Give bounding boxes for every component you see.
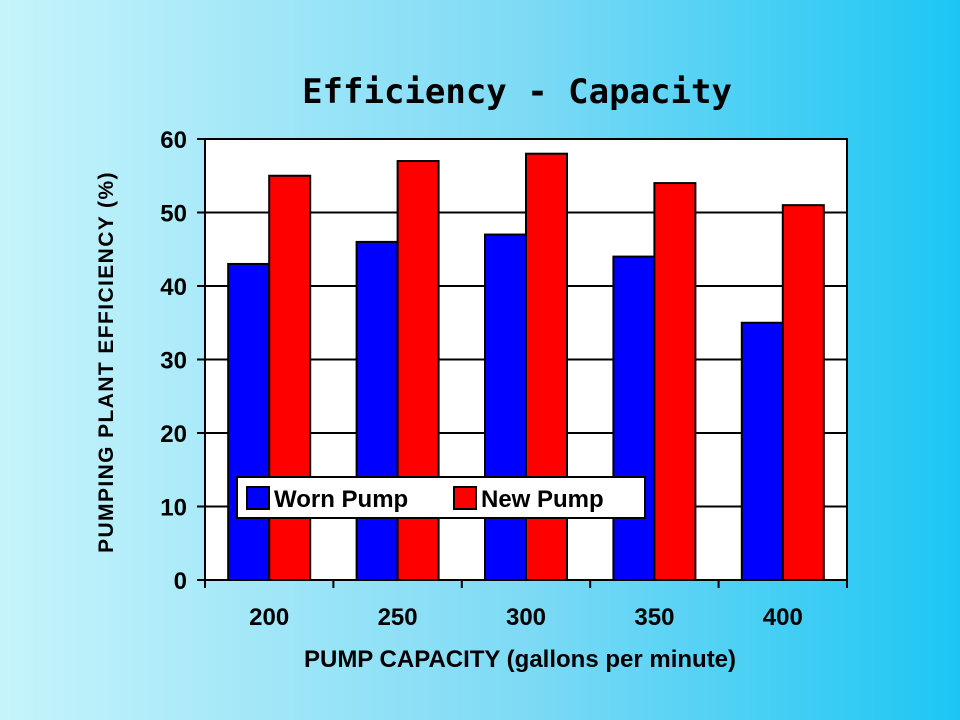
bar-worn-pump-300 bbox=[484, 233, 527, 582]
y-tick-label-0: 0 bbox=[174, 568, 187, 595]
legend-label-worn-pump: Worn Pump bbox=[274, 486, 408, 513]
y-tick-label-60: 60 bbox=[160, 127, 187, 154]
x-tick-label-400: 400 bbox=[763, 604, 803, 631]
legend-label-new-pump: New Pump bbox=[481, 486, 604, 513]
bar-new-pump-200 bbox=[268, 174, 312, 581]
x-tick-label-250: 250 bbox=[378, 604, 418, 631]
bar-new-pump-350 bbox=[653, 182, 697, 581]
bar-worn-pump-400 bbox=[740, 321, 784, 581]
y-tick-label-50: 50 bbox=[160, 201, 187, 228]
bar-new-pump-400 bbox=[781, 204, 825, 581]
legend-swatch-new-pump bbox=[453, 486, 477, 510]
legend-swatch-worn-pump bbox=[246, 486, 270, 510]
y-tick-label-30: 30 bbox=[160, 348, 187, 375]
x-tick-label-200: 200 bbox=[249, 604, 289, 631]
bar-worn-pump-250 bbox=[355, 240, 399, 581]
x-tick-label-350: 350 bbox=[634, 604, 674, 631]
y-tick-label-40: 40 bbox=[160, 274, 187, 301]
bar-worn-pump-200 bbox=[227, 262, 271, 581]
y-tick-label-10: 10 bbox=[160, 495, 187, 522]
chart-title: Efficiency - Capacity bbox=[302, 72, 732, 112]
x-tick-label-300: 300 bbox=[506, 604, 546, 631]
plot-border bbox=[204, 138, 848, 581]
legend-box bbox=[236, 476, 646, 519]
y-tick-label-20: 20 bbox=[160, 421, 187, 448]
x-axis-label: PUMP CAPACITY (gallons per minute) bbox=[303, 646, 737, 673]
bar-worn-pump-350 bbox=[612, 255, 656, 581]
